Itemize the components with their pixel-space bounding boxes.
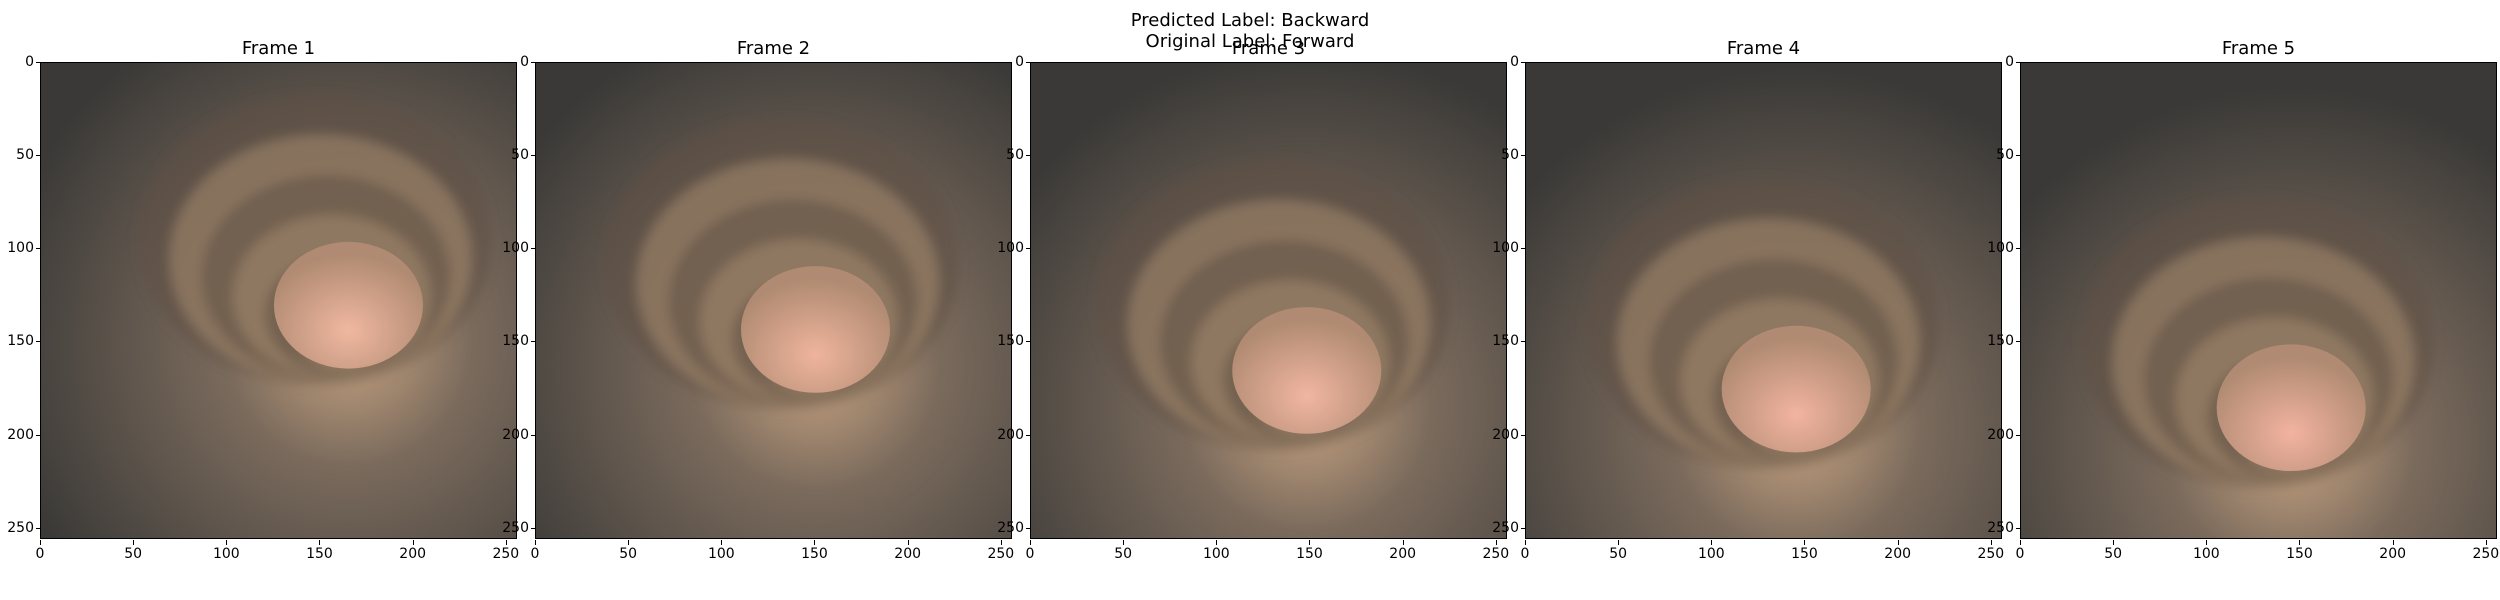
frame-panel-2: Frame 2 0 50 100 150 200 250 0 50 100 150 200 250 <box>495 0 1014 600</box>
y-tick-label: 150 <box>990 334 1031 348</box>
frame-panel-1: Frame 1 0 50 100 150 200 250 0 50 100 150 200 250 <box>0 0 519 600</box>
x-tick-label: 200 <box>2373 540 2413 561</box>
y-tick-label: 200 <box>1980 428 2021 442</box>
y-tick-label: 50 <box>495 148 536 162</box>
lumen-highlight <box>1232 307 1382 434</box>
y-tick-label: 250 <box>1980 521 2021 535</box>
lumen-highlight <box>1721 325 1871 453</box>
x-tick-label: 200 <box>888 540 928 561</box>
x-tick-label: 150 <box>2279 540 2319 561</box>
x-tick-label: 250 <box>2466 540 2500 561</box>
y-tick-label: 150 <box>1980 334 2021 348</box>
x-tick-label: 250 <box>981 540 1021 561</box>
x-tick-label: 0 <box>20 540 60 561</box>
x-tick-label: 250 <box>1971 540 2011 561</box>
x-tick-label: 150 <box>794 540 834 561</box>
y-tick-label: 250 <box>990 521 1031 535</box>
frame-title: Frame 5 <box>2221 38 2296 59</box>
x-tick-label: 250 <box>486 540 526 561</box>
x-tick-label: 0 <box>2000 540 2040 561</box>
x-tick-label: 50 <box>1598 540 1638 561</box>
x-tick-label: 100 <box>2186 540 2226 561</box>
lumen-highlight <box>740 266 891 393</box>
y-tick-label: 100 <box>0 241 41 255</box>
y-tick-label: 250 <box>495 521 536 535</box>
x-tick-label: 100 <box>206 540 246 561</box>
x-tick-label: 100 <box>1691 540 1731 561</box>
x-tick-label: 0 <box>1010 540 1050 561</box>
lumen-highlight <box>2216 344 2366 472</box>
x-tick-label: 50 <box>2093 540 2133 561</box>
y-tick-label: 0 <box>1980 55 2021 69</box>
y-tick-label: 150 <box>1485 334 1526 348</box>
x-tick-label: 50 <box>1103 540 1143 561</box>
x-tick-label: 150 <box>1289 540 1329 561</box>
y-tick-label: 200 <box>0 428 41 442</box>
y-tick-label: 50 <box>990 148 1031 162</box>
frame-panel-4: Frame 4 0 50 100 150 200 250 0 50 100 150 200 250 <box>1485 0 2004 600</box>
frame-image <box>1525 62 2002 539</box>
y-tick-label: 250 <box>0 521 41 535</box>
x-tick-label: 0 <box>1505 540 1545 561</box>
y-tick-label: 150 <box>0 334 41 348</box>
x-tick-label: 100 <box>1196 540 1236 561</box>
x-tick-label: 200 <box>393 540 433 561</box>
y-tick-label: 150 <box>495 334 536 348</box>
x-tick-label: 50 <box>608 540 648 561</box>
original-label-title: Original Label: Forward <box>1145 31 1355 52</box>
x-tick-label: 150 <box>1784 540 1824 561</box>
frame-panel-3: Frame 3 0 50 100 150 200 250 0 50 100 150 200 250 <box>990 0 1509 600</box>
frame-image <box>40 62 517 539</box>
y-tick-label: 200 <box>1485 428 1526 442</box>
y-tick-label: 200 <box>495 428 536 442</box>
frame-title: Frame 4 <box>1726 38 1801 59</box>
lumen-highlight <box>273 241 423 369</box>
x-tick-label: 200 <box>1878 540 1918 561</box>
frame-title: Frame 1 <box>241 38 316 59</box>
y-tick-label: 100 <box>1980 241 2021 255</box>
x-tick-label: 100 <box>701 540 741 561</box>
y-tick-label: 50 <box>1485 148 1526 162</box>
x-tick-label: 250 <box>1476 540 1516 561</box>
frame-title: Frame 3 <box>1231 38 1306 59</box>
predicted-label-title: Predicted Label: Backward <box>1130 10 1370 31</box>
y-tick-label: 100 <box>990 241 1031 255</box>
y-tick-label: 100 <box>1485 241 1526 255</box>
y-tick-label: 0 <box>0 55 41 69</box>
y-tick-label: 50 <box>1980 148 2021 162</box>
y-tick-label: 0 <box>1485 55 1526 69</box>
y-tick-label: 0 <box>495 55 536 69</box>
x-tick-label: 200 <box>1383 540 1423 561</box>
frame-image <box>2020 62 2497 539</box>
y-tick-label: 0 <box>990 55 1031 69</box>
frame-image <box>535 62 1012 539</box>
x-tick-label: 50 <box>113 540 153 561</box>
frame-panel-5: Frame 5 0 50 100 150 200 250 0 50 100 150 200 250 <box>1980 0 2499 600</box>
y-tick-label: 200 <box>990 428 1031 442</box>
frame-title: Frame 2 <box>736 38 811 59</box>
x-tick-label: 0 <box>515 540 555 561</box>
frame-image <box>1030 62 1507 539</box>
y-tick-label: 50 <box>0 148 41 162</box>
x-tick-label: 150 <box>299 540 339 561</box>
y-tick-label: 250 <box>1485 521 1526 535</box>
y-tick-label: 100 <box>495 241 536 255</box>
